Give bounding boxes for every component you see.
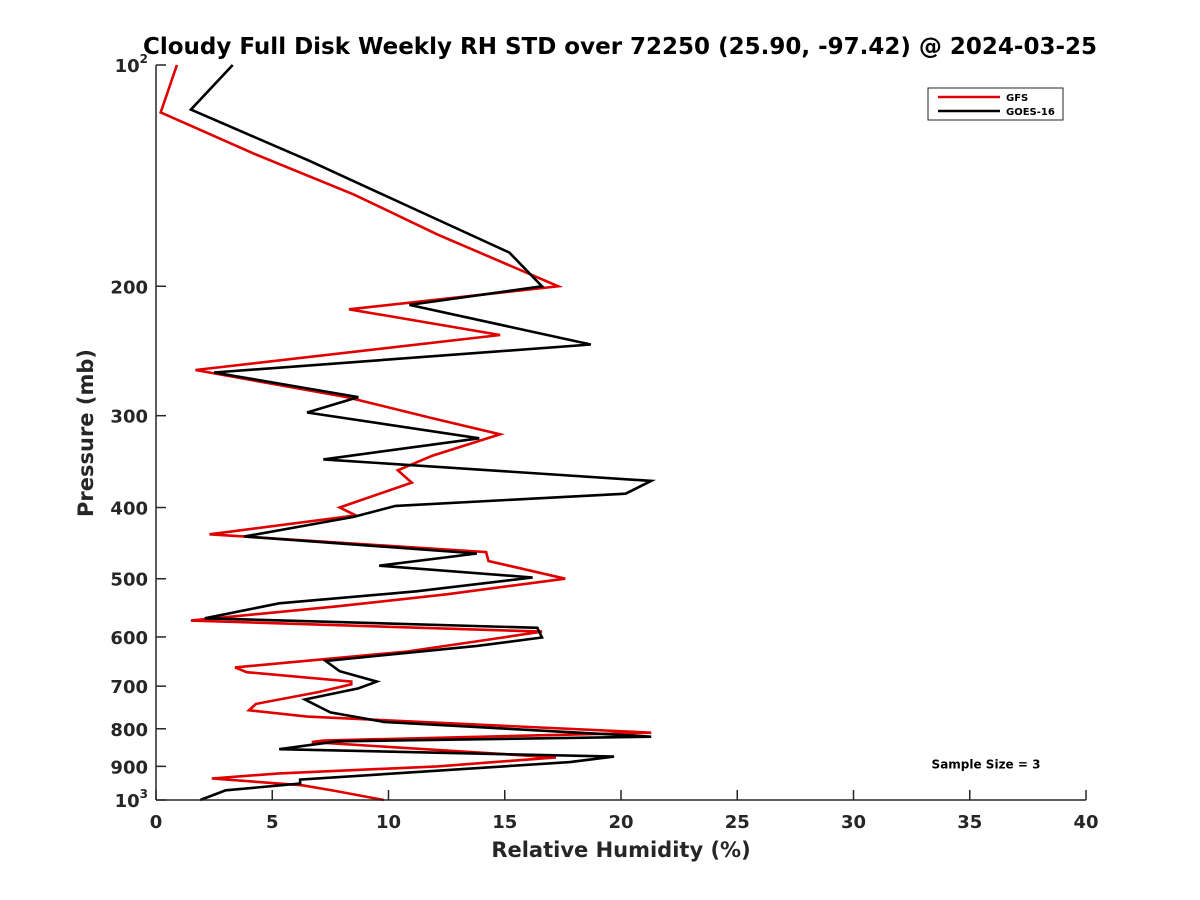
x-tick-label: 0 xyxy=(150,812,163,833)
series-layer xyxy=(159,64,657,802)
x-tick-label: 10 xyxy=(376,812,401,833)
chart-title: Cloudy Full Disk Weekly RH STD over 7225… xyxy=(143,34,1097,60)
y-tick-label: 103 xyxy=(115,787,148,812)
y-ticks: 102 200 300 400 500 600 700 800 900 103 xyxy=(110,52,166,812)
x-ticks: 0 5 10 15 20 25 30 35 40 xyxy=(150,790,1099,833)
y-tick-label: 900 xyxy=(110,757,148,778)
x-tick-label: 25 xyxy=(725,812,750,833)
sample-size-annotation: Sample Size = 3 xyxy=(932,758,1041,772)
x-tick-label: 30 xyxy=(841,812,866,833)
x-tick-label: 15 xyxy=(492,812,517,833)
y-tick-label: 500 xyxy=(110,570,148,591)
y-tick-label: 700 xyxy=(110,677,148,698)
legend-box xyxy=(927,87,1064,121)
y-tick-label: 800 xyxy=(110,720,148,741)
legend-label-gfs: GFS xyxy=(1006,93,1028,104)
y-tick-label: 400 xyxy=(110,499,148,520)
legend-label-goes16: GOES-16 xyxy=(1006,107,1055,118)
y-tick-label: 102 xyxy=(115,52,148,77)
y-axis-label: Pressure (mb) xyxy=(74,349,98,517)
x-tick-label: 35 xyxy=(957,812,982,833)
y-tick-label: 600 xyxy=(110,628,148,649)
y-tick-label: 200 xyxy=(110,277,148,298)
x-axis-label: Relative Humidity (%) xyxy=(491,838,750,862)
y-tick-label: 300 xyxy=(110,407,148,428)
x-tick-label: 20 xyxy=(608,812,633,833)
series-line-gfs xyxy=(159,64,652,802)
x-tick-label: 5 xyxy=(266,812,279,833)
x-tick-label: 40 xyxy=(1073,812,1098,833)
legend: GFS GOES-16 xyxy=(927,87,1064,121)
series-line-goes16 xyxy=(188,64,657,802)
